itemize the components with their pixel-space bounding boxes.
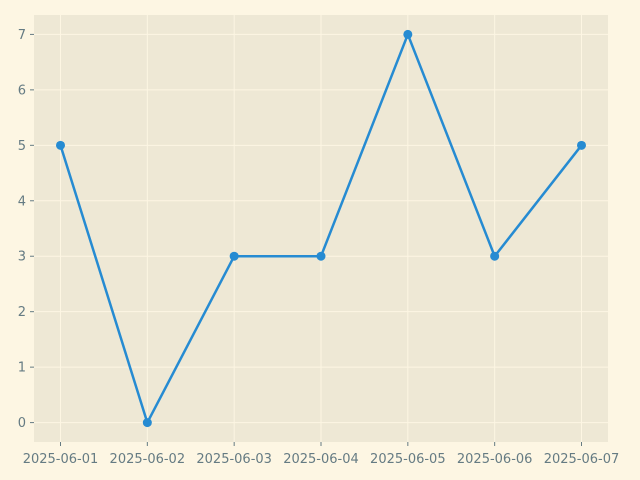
x-tick-label: 2025-06-01 (23, 452, 99, 467)
data-point (56, 140, 65, 150)
data-point (577, 140, 586, 150)
x-tick-label: 2025-06-04 (283, 452, 359, 467)
data-point (142, 418, 152, 428)
y-tick-label: 5 (18, 139, 26, 154)
data-point (229, 251, 239, 261)
data-point (316, 251, 326, 261)
series-layer (56, 29, 586, 428)
y-tick-label: 6 (18, 83, 26, 98)
y-tick-label: 2 (18, 305, 26, 320)
y-tick-label: 3 (18, 250, 26, 265)
y-tick-label: 1 (18, 361, 26, 376)
data-point (490, 251, 500, 261)
x-tick-label: 2025-06-03 (196, 452, 272, 467)
x-tick-label: 2025-06-05 (370, 452, 446, 467)
x-tick-label: 2025-06-07 (544, 452, 620, 467)
y-tick-label: 4 (18, 194, 26, 209)
data-point (403, 29, 413, 39)
y-tick-label: 0 (18, 416, 26, 431)
x-tick-label: 2025-06-06 (457, 452, 533, 467)
x-tick-label: 2025-06-02 (110, 452, 186, 467)
axis-ticks: 2025-06-01 2025-06-02 2025-06-03 2025-06-04… (18, 28, 620, 467)
y-tick-label: 7 (18, 28, 26, 43)
